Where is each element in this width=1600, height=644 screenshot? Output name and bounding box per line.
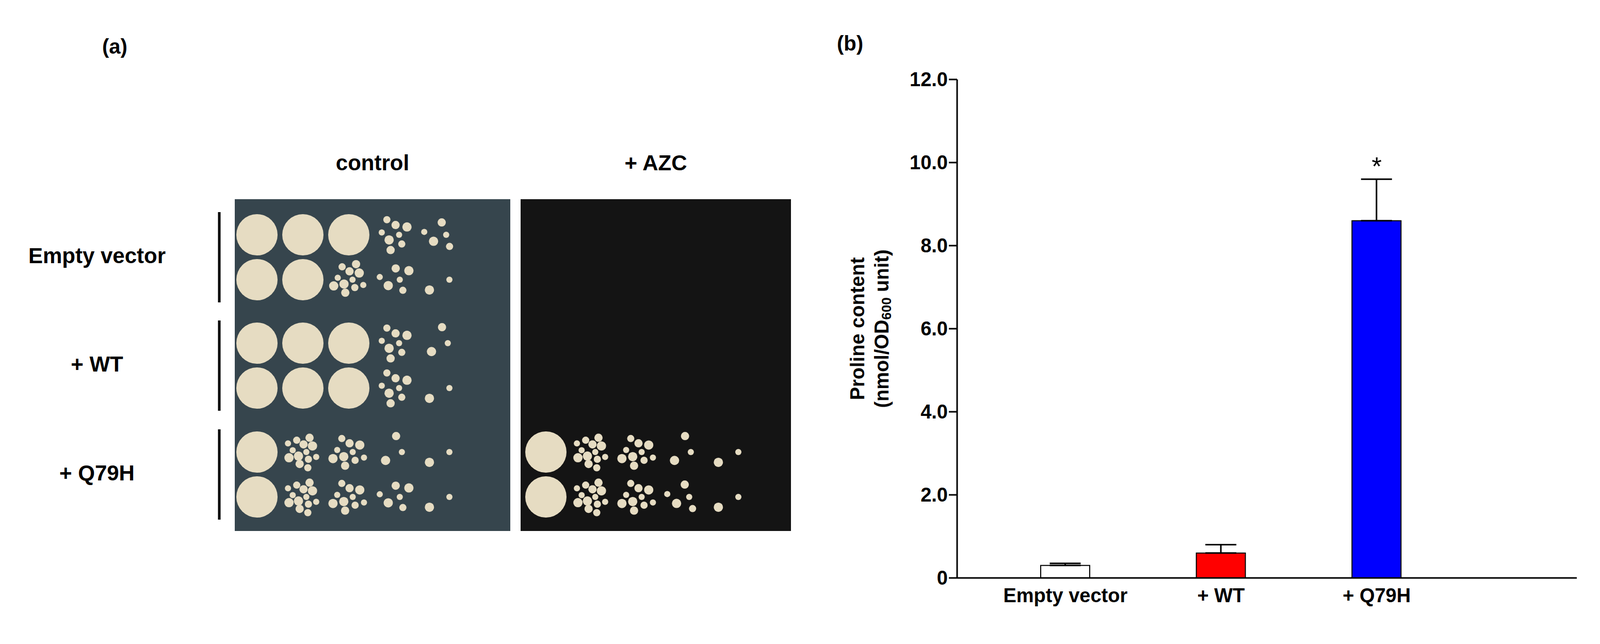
svg-text:+ WT: + WT [1197, 584, 1246, 607]
svg-text:control: control [335, 150, 410, 175]
svg-text:0: 0 [936, 567, 948, 589]
svg-text:+ Q79H: + Q79H [1342, 584, 1411, 607]
svg-text:Empty vector: Empty vector [1003, 584, 1128, 607]
svg-text:(a): (a) [102, 35, 128, 58]
svg-text:(nmol/OD600 unit): (nmol/OD600 unit) [870, 249, 895, 408]
svg-text:10.0: 10.0 [909, 151, 948, 174]
svg-text:6.0: 6.0 [920, 317, 948, 340]
svg-text:+ AZC: + AZC [624, 150, 688, 175]
svg-text:Empty vector: Empty vector [28, 243, 166, 268]
svg-text:2.0: 2.0 [920, 483, 948, 506]
html-text:(b): (b) [836, 31, 864, 55]
svg-text:+ WT: + WT [70, 351, 124, 377]
svg-text:*: * [1371, 152, 1382, 182]
svg-text:4.0: 4.0 [920, 400, 948, 423]
svg-text:+ Q79H: + Q79H [59, 460, 135, 486]
svg-text:8.0: 8.0 [920, 234, 948, 257]
svg-text:12.0: 12.0 [909, 68, 948, 91]
svg-text:Proline content: Proline content [846, 256, 869, 400]
